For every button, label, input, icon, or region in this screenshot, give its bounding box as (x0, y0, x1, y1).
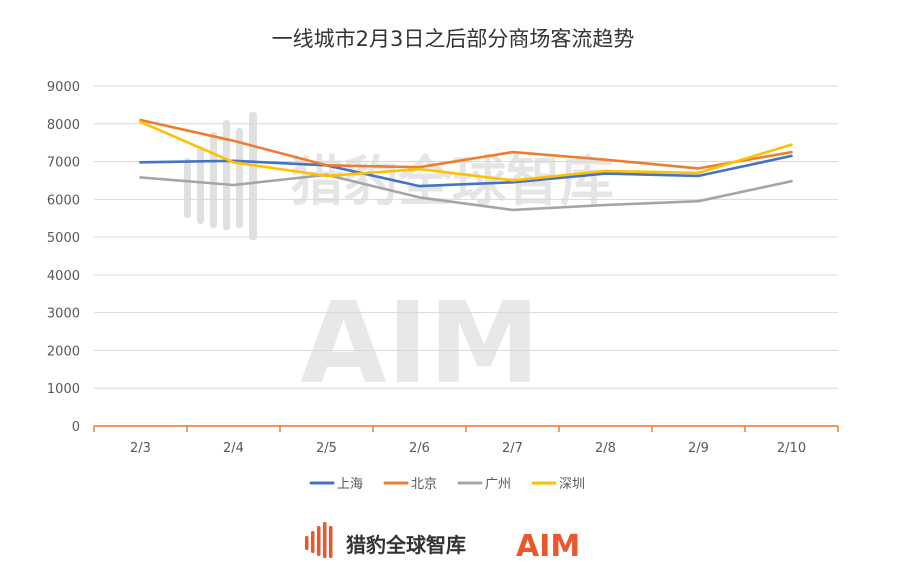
y-tick-label: 7000 (47, 156, 80, 171)
legend-label: 上海 (337, 477, 363, 492)
x-tick-label: 2/9 (688, 441, 709, 456)
series-line-北京 (139, 118, 793, 170)
x-tick-label: 2/7 (502, 441, 523, 456)
footer-brand: 猎豹全球智库 AIM (305, 522, 580, 564)
footer-brand-name: 猎豹全球智库 (346, 533, 466, 557)
series-line-广州 (139, 173, 793, 212)
y-tick-label: 2000 (47, 344, 80, 359)
series-layer (139, 118, 793, 212)
x-tick-label: 2/4 (223, 441, 244, 456)
y-tick-label: 5000 (47, 231, 80, 246)
y-tick-label: 0 (72, 420, 80, 435)
watermark-logo-text: AIM (300, 279, 540, 409)
watermark-brand-name: 猎豹全球智库 (290, 150, 614, 213)
series-line-上海 (139, 154, 793, 188)
legend-label: 北京 (411, 477, 437, 492)
y-tick-label: 9000 (47, 80, 80, 95)
y-tick-label: 6000 (47, 193, 80, 208)
footer-bar-mark-icon (305, 522, 333, 558)
y-tick-label: 8000 (47, 118, 80, 133)
y-tick-label: 3000 (47, 307, 80, 322)
y-tick-label: 1000 (47, 382, 80, 397)
series-line-深圳 (139, 120, 793, 182)
legend-label: 广州 (485, 477, 511, 492)
x-axis: 2/3 2/4 2/5 2/6 2/7 2/8 2/9 2/10 (93, 425, 839, 456)
y-axis-ticks: 0 1000 2000 3000 4000 5000 6000 7000 8000 9000 (47, 80, 80, 435)
legend-label: 深圳 (559, 477, 585, 492)
gridlines (94, 85, 838, 389)
x-tick-label: 2/6 (409, 441, 430, 456)
x-tick-label: 2/5 (316, 441, 337, 456)
x-tick-label: 2/8 (595, 441, 616, 456)
x-tick-label: 2/3 (130, 441, 151, 456)
watermark: 猎豹全球智库 AIM (184, 112, 614, 409)
legend: 上海 北京 广州 深圳 (309, 477, 585, 492)
chart-title: 一线城市2月3日之后部分商场客流趋势 (272, 27, 635, 51)
watermark-bar-mark-icon (184, 112, 257, 240)
x-tick-label: 2/10 (777, 441, 806, 456)
footer-logo-text: AIM (516, 529, 580, 564)
y-tick-label: 4000 (47, 269, 80, 284)
